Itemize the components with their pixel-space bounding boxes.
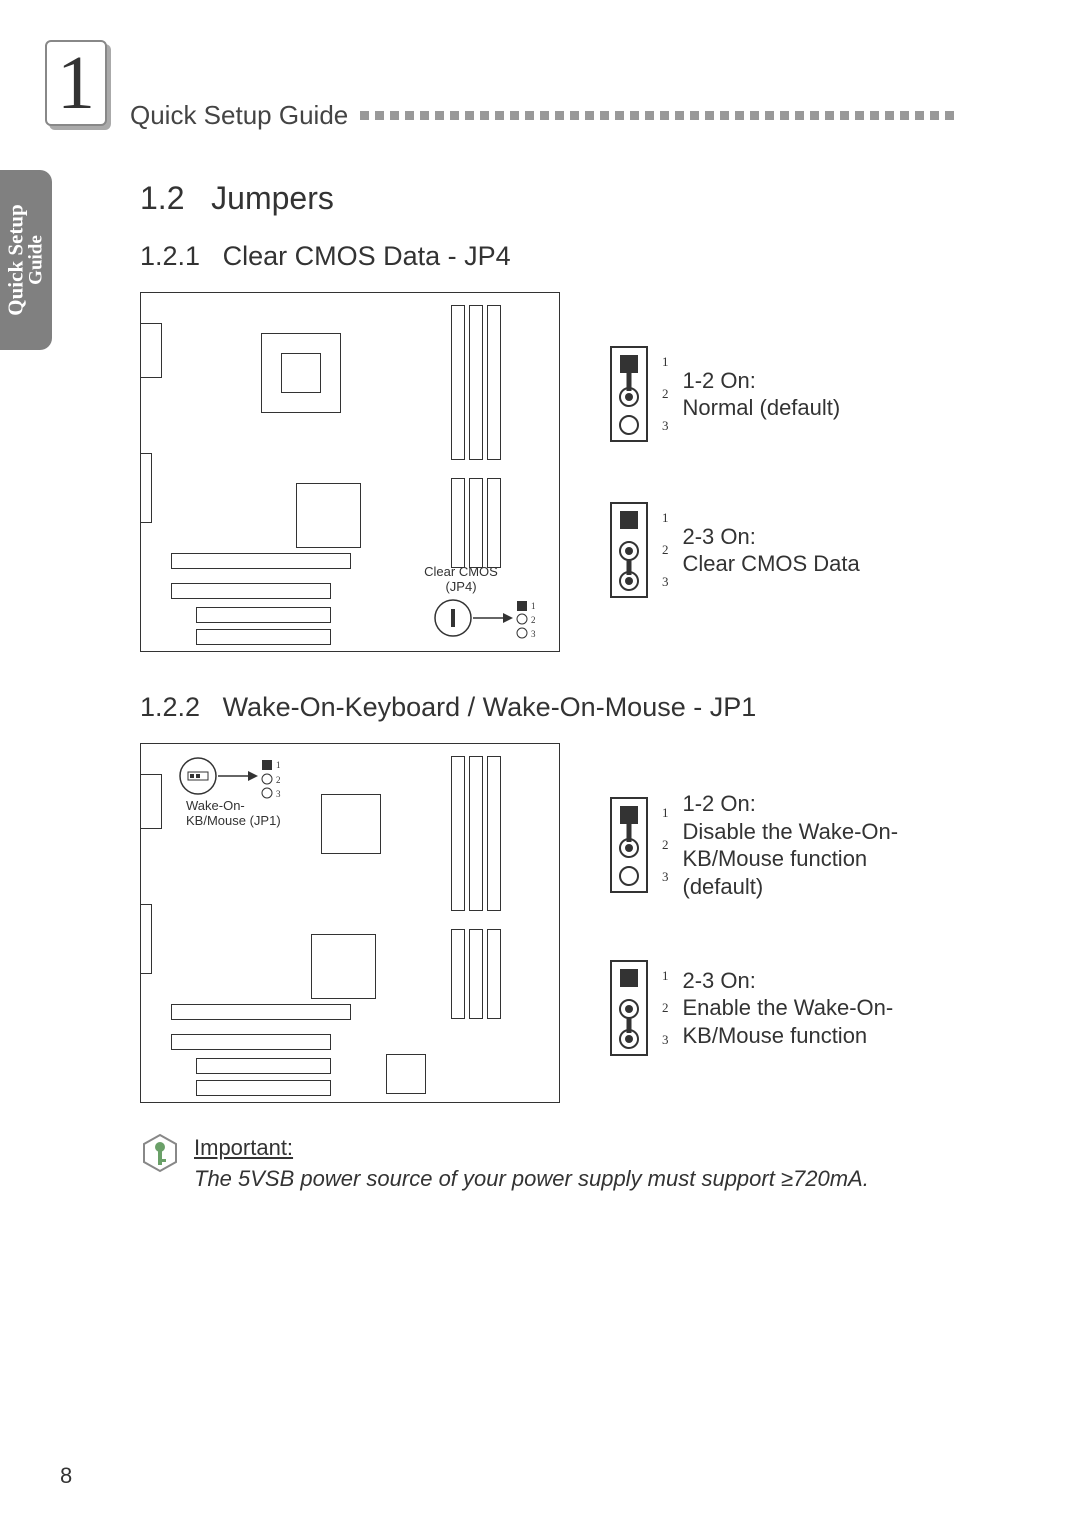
- jumper-glyph-23: [610, 960, 648, 1056]
- jumper-settings-jp1: 1 2 3 1-2 On: Disable the Wake-On- KB/Mo…: [610, 790, 898, 1056]
- pin-3: 3: [662, 574, 669, 590]
- diagram-row-1: Clear CMOS (JP4) 1 2 3: [140, 292, 1020, 652]
- jp4-label: Clear CMOS (JP4): [416, 565, 506, 595]
- motherboard-diagram-jp4: Clear CMOS (JP4) 1 2 3: [140, 292, 560, 652]
- header-text: Quick Setup Guide: [130, 100, 348, 131]
- pin-1: 1: [662, 968, 669, 984]
- jumper-glyph-23: [610, 502, 648, 598]
- jumper-jp4-12-text: 1-2 On: Normal (default): [683, 367, 841, 422]
- jp4-callout-icon: 1 2 3: [431, 593, 551, 643]
- jumper-jp1-23: 1 2 3 2-3 On: Enable the Wake-On- KB/Mou…: [610, 960, 898, 1056]
- jumper-23-icon: [617, 509, 641, 591]
- motherboard-diagram-jp1: 1 2 3 Wake-On- KB/Mouse (JP1): [140, 743, 560, 1103]
- jp1-12-d3: (default): [683, 874, 764, 899]
- jumper-settings-jp4: 1 2 3 1-2 On: Normal (default): [610, 346, 860, 598]
- side-tab-text: Quick Setup Guide: [5, 204, 47, 315]
- pin-numbers: 1 2 3: [662, 960, 669, 1056]
- pin-2: 2: [662, 542, 669, 558]
- jumper-jp1-12-text: 1-2 On: Disable the Wake-On- KB/Mouse fu…: [683, 790, 899, 900]
- pin-3: 3: [662, 869, 669, 885]
- header-line: Quick Setup Guide: [130, 100, 954, 131]
- chapter-number: 1: [57, 40, 95, 127]
- subsection-2-title: 1.2.2 Wake-On-Keyboard / Wake-On-Mouse -…: [140, 692, 1020, 723]
- pin-numbers: 1 2 3: [662, 502, 669, 598]
- jp4-12-desc: Normal (default): [683, 395, 841, 420]
- jp4-label-l1: Clear CMOS: [424, 564, 498, 579]
- jp4-23-desc: Clear CMOS Data: [683, 551, 860, 576]
- important-body: The 5VSB power source of your power supp…: [194, 1166, 869, 1191]
- subsection-1-title: 1.2.1 Clear CMOS Data - JP4: [140, 241, 1020, 272]
- pin-numbers: 1 2 3: [662, 797, 669, 893]
- important-text: Important: The 5VSB power source of your…: [194, 1133, 869, 1195]
- jp4-23-heading: 2-3 On:: [683, 524, 756, 549]
- svg-text:3: 3: [531, 629, 536, 639]
- jumper-jp1-23-text: 2-3 On: Enable the Wake-On- KB/Mouse fun…: [683, 967, 894, 1050]
- pin-1: 1: [662, 510, 669, 526]
- jp1-12-d2: KB/Mouse function: [683, 846, 868, 871]
- section-title: 1.2 Jumpers: [140, 180, 1020, 217]
- jumper-12-icon: [617, 804, 641, 886]
- jp1-12-d1: Disable the Wake-On-: [683, 819, 899, 844]
- pin-1: 1: [662, 805, 669, 821]
- svg-text:2: 2: [276, 775, 281, 785]
- sub1-number: 1.2.1: [140, 241, 200, 271]
- pin-2: 2: [662, 1000, 669, 1016]
- page-number: 8: [60, 1463, 72, 1489]
- jp4-label-l2: (JP4): [445, 579, 476, 594]
- pin-3: 3: [662, 418, 669, 434]
- section-number: 1.2: [140, 180, 184, 216]
- svg-text:1: 1: [276, 760, 281, 770]
- jumper-12-icon: [617, 353, 641, 435]
- pin-3: 3: [662, 1032, 669, 1048]
- jumper-jp4-23-text: 2-3 On: Clear CMOS Data: [683, 523, 860, 578]
- jp1-23-d1: Enable the Wake-On-: [683, 995, 894, 1020]
- pin-1: 1: [662, 354, 669, 370]
- jp1-23-heading: 2-3 On:: [683, 968, 756, 993]
- jp4-12-heading: 1-2 On:: [683, 368, 756, 393]
- header-dots: [360, 111, 954, 120]
- pin-2: 2: [662, 386, 669, 402]
- pin-2: 2: [662, 837, 669, 853]
- jumper-jp4-12: 1 2 3 1-2 On: Normal (default): [610, 346, 860, 442]
- jp1-callout-icon: 1 2 3: [176, 754, 316, 804]
- svg-text:1: 1: [531, 601, 536, 611]
- pin-numbers: 1 2 3: [662, 346, 669, 442]
- jp1-12-heading: 1-2 On:: [683, 791, 756, 816]
- jumper-glyph-12: [610, 797, 648, 893]
- sub2-number: 1.2.2: [140, 692, 200, 722]
- chapter-number-tab: 1: [45, 40, 107, 126]
- jumper-jp4-23: 1 2 3 2-3 On: Clear CMOS Data: [610, 502, 860, 598]
- diagram-row-2: 1 2 3 Wake-On- KB/Mouse (JP1): [140, 743, 1020, 1103]
- sub1-name: Clear CMOS Data - JP4: [223, 241, 511, 271]
- svg-text:2: 2: [531, 615, 536, 625]
- side-tab: Quick Setup Guide: [0, 170, 52, 350]
- section-name: Jumpers: [211, 180, 334, 216]
- jp1-23-d2: KB/Mouse function: [683, 1023, 868, 1048]
- jumper-jp1-12: 1 2 3 1-2 On: Disable the Wake-On- KB/Mo…: [610, 790, 898, 900]
- jp1-label-l2: KB/Mouse (JP1): [186, 813, 281, 828]
- side-tab-line1: Quick Setup: [4, 204, 28, 315]
- sub2-name: Wake-On-Keyboard / Wake-On-Mouse - JP1: [223, 692, 757, 722]
- key-icon: [140, 1133, 180, 1173]
- jp1-label-l1: Wake-On-: [186, 798, 245, 813]
- important-note: Important: The 5VSB power source of your…: [140, 1133, 1020, 1195]
- jumper-23-icon: [617, 967, 641, 1049]
- jp1-label: Wake-On- KB/Mouse (JP1): [186, 799, 296, 829]
- side-tab-line2: Guide: [27, 204, 47, 315]
- jumper-glyph-12: [610, 346, 648, 442]
- svg-text:3: 3: [276, 789, 281, 799]
- important-title: Important:: [194, 1135, 293, 1160]
